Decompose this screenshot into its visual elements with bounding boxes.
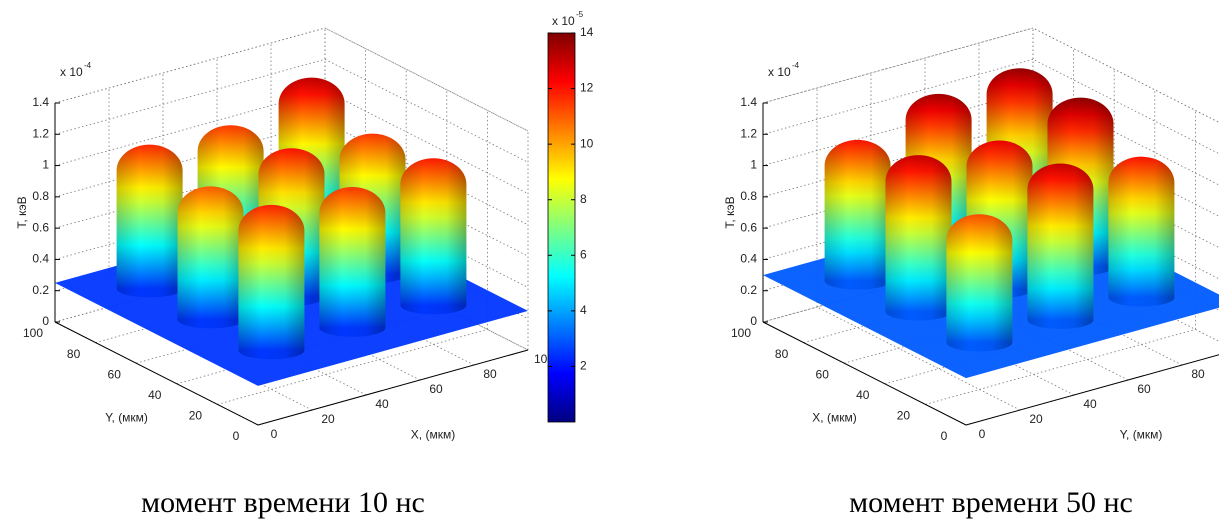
- z-tick-label: 0.8: [32, 189, 49, 203]
- y-tick-label: 0: [979, 427, 986, 441]
- colorbar-tick-label: 8: [580, 192, 587, 206]
- colorbar-tick-label: 14: [580, 25, 594, 39]
- pillar-shade: [946, 214, 1013, 352]
- z-tick-label: 0.2: [32, 283, 49, 297]
- grid-line: [762, 90, 1034, 166]
- pillar-shade: [885, 155, 952, 321]
- y-axis: [965, 354, 1219, 426]
- y-tick-label: 80: [1191, 367, 1205, 381]
- y-tick-label: 80: [67, 347, 81, 361]
- z-tick-label: 1.2: [740, 126, 757, 140]
- pillar-shade: [1108, 156, 1175, 307]
- pillar-shade: [1027, 163, 1094, 329]
- x-axis: [257, 349, 529, 426]
- z-tick-label: 1: [750, 158, 757, 172]
- x-axis: [762, 321, 967, 426]
- grid-line: [54, 121, 326, 198]
- pillar-shade: [824, 139, 891, 290]
- colorbar-scale-label: x 10: [552, 14, 575, 28]
- z-tick-label: 1.2: [32, 126, 49, 140]
- x-tick-label: 60: [429, 382, 443, 396]
- z-tick-label: 0.6: [32, 220, 49, 234]
- x-tick-label: 0: [941, 429, 948, 443]
- x-tick-label: 60: [816, 367, 830, 381]
- y-axis: [54, 321, 259, 426]
- colorbar-scale-exp: -5: [576, 10, 584, 19]
- x-axis-label: X, (мкм): [812, 411, 856, 425]
- x-tick-label: 0: [271, 427, 278, 441]
- x-tick-label: 80: [775, 347, 789, 361]
- grid-line: [217, 329, 488, 405]
- colorbar-tick-label: 6: [580, 247, 587, 261]
- x-tick-label: 20: [321, 412, 335, 426]
- y-tick-label: 40: [1083, 397, 1097, 411]
- grid-line: [54, 90, 326, 166]
- z-tick-label: 1: [42, 158, 49, 172]
- grid-line: [54, 152, 326, 229]
- y-tick-label: 100: [23, 326, 43, 340]
- grid-line: [54, 58, 326, 135]
- y-tick-label: 20: [1029, 412, 1043, 426]
- z-scale-label: x 10: [768, 65, 791, 79]
- z-tick-label: 0: [750, 314, 757, 328]
- y-tick-label: 20: [189, 409, 203, 423]
- z-axis-label: T, кэВ: [15, 196, 29, 228]
- pillar-shade: [238, 204, 305, 360]
- colorbar-tick-label: 10: [580, 136, 594, 150]
- colorbar-tick-label: 4: [580, 303, 587, 317]
- x-tick-label: 40: [856, 388, 870, 402]
- x-tick-label: 100: [731, 326, 751, 340]
- grid-line: [54, 27, 326, 104]
- z-tick-label: 0.6: [740, 220, 757, 234]
- x-tick-label: 40: [375, 397, 389, 411]
- x-tick-label: 20: [897, 409, 911, 423]
- z-tick-label: 0: [42, 314, 49, 328]
- grid-line: [762, 121, 1034, 198]
- z-scale-exp: -4: [792, 61, 800, 70]
- z-axis-label: T, кэВ: [723, 196, 737, 228]
- pillar-shade: [400, 158, 467, 315]
- grid-line: [762, 58, 1034, 135]
- grid-line: [925, 329, 1196, 405]
- caption: момент времени 50 нс: [849, 486, 1133, 519]
- y-axis-label: Y, (мкм): [1120, 428, 1163, 442]
- z-tick-label: 1.4: [740, 95, 757, 109]
- z-tick-label: 0.4: [32, 252, 49, 266]
- z-tick-label: 0.4: [740, 252, 757, 266]
- pillar-shade: [319, 187, 386, 337]
- y-tick-label: 60: [1137, 382, 1151, 396]
- z-tick-label: 1.4: [32, 95, 49, 109]
- y-tick-label: 60: [108, 367, 122, 381]
- z-scale-exp: -4: [84, 61, 92, 70]
- colorbar: [547, 32, 576, 423]
- grid-line: [762, 27, 1034, 104]
- pillar-shade: [177, 186, 244, 329]
- y-tick-label: 40: [148, 388, 162, 402]
- caption: момент времени 10 нс: [141, 486, 425, 519]
- colorbar-tick-label: 12: [580, 81, 594, 95]
- z-tick-label: 0.2: [740, 283, 757, 297]
- z-tick-label: 0.8: [740, 189, 757, 203]
- y-axis-label: Y, (мкм): [105, 411, 148, 425]
- z-scale-label: x 10: [60, 65, 83, 79]
- y-tick-label: 0: [233, 429, 240, 443]
- pillar-shade: [116, 144, 183, 298]
- x-tick-label: 80: [483, 367, 497, 381]
- colorbar-tick-label: 2: [580, 359, 587, 373]
- x-axis-label: X, (мкм): [411, 428, 455, 442]
